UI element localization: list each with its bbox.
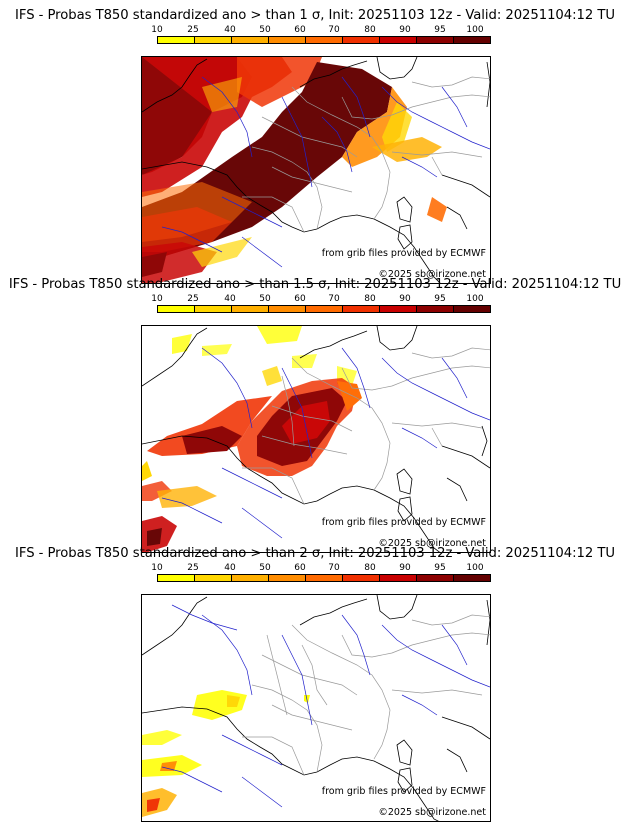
legend-label: 80 [364, 25, 376, 35]
rivers [161, 347, 490, 539]
forecast-panel-1.5sigma: IFS - Probas T850 standardized ano > tha… [0, 277, 630, 553]
legend-label: 40 [224, 563, 236, 573]
legend-label: 80 [364, 294, 376, 304]
colorbar-segment [380, 575, 417, 581]
colorbar-segment [269, 306, 306, 312]
probability-field [142, 690, 310, 817]
legend-label: 100 [466, 294, 484, 304]
legend-label: 90 [399, 563, 411, 573]
legend-label: 10 [151, 563, 163, 573]
colorbar-segments [157, 36, 491, 44]
colorbar-segment [269, 575, 306, 581]
colorbar-segment [195, 575, 232, 581]
colorbar-segment [158, 575, 195, 581]
legend-label: 100 [466, 25, 484, 35]
legend-label: 70 [328, 563, 340, 573]
country-borders [242, 614, 490, 776]
probability-colorbar: 10 25 40 50 60 70 80 90 95 100 [141, 294, 491, 320]
legend-label: 60 [294, 294, 306, 304]
colorbar-segment [417, 575, 454, 581]
copyright-credit: ©2025 sb@irizone.net [378, 538, 486, 549]
source-credit: from grib files provided by ECMWF [321, 248, 486, 259]
coastlines [142, 57, 490, 283]
probability-map: from grib files provided by ECMWF ©2025 … [141, 594, 491, 822]
probability-map: from grib files provided by ECMWF ©2025 … [141, 56, 491, 284]
colorbar-segment [232, 306, 269, 312]
legend-label: 10 [151, 25, 163, 35]
probability-colorbar: 10 25 40 50 60 70 80 90 95 100 [141, 563, 491, 589]
colorbar-segment [380, 306, 417, 312]
colorbar-segment [269, 37, 306, 43]
copyright-credit: ©2025 sb@irizone.net [378, 269, 486, 280]
colorbar-segment [417, 306, 454, 312]
legend-label: 90 [399, 294, 411, 304]
legend-label: 40 [224, 294, 236, 304]
colorbar-segment [417, 37, 454, 43]
panel-title: IFS - Probas T850 standardized ano > tha… [8, 277, 622, 292]
legend-label: 95 [434, 294, 446, 304]
probability-colorbar: 10 25 40 50 60 70 80 90 95 100 [141, 25, 491, 51]
colorbar-segment [158, 37, 195, 43]
colorbar-segment [195, 306, 232, 312]
legend-label: 100 [466, 563, 484, 573]
legend-label: 50 [259, 563, 271, 573]
colorbar-segment [454, 575, 490, 581]
copyright-credit: ©2025 sb@irizone.net [378, 807, 486, 818]
legend-label: 10 [151, 294, 163, 304]
country-borders [242, 347, 490, 505]
colorbar-segment [306, 306, 343, 312]
legend-label: 70 [328, 294, 340, 304]
legend-label: 25 [187, 294, 199, 304]
legend-label: 95 [434, 25, 446, 35]
colorbar-segment [343, 306, 380, 312]
legend-label: 25 [187, 563, 199, 573]
coastlines [142, 326, 490, 552]
colorbar-segment [195, 37, 232, 43]
legend-label: 60 [294, 563, 306, 573]
colorbar-segment [454, 37, 490, 43]
legend-label: 60 [294, 25, 306, 35]
colorbar-segments [157, 574, 491, 582]
legend-label: 25 [187, 25, 199, 35]
legend-label: 80 [364, 563, 376, 573]
colorbar-segment [343, 37, 380, 43]
rivers [161, 604, 490, 808]
colorbar-segment [232, 575, 269, 581]
legend-label: 95 [434, 563, 446, 573]
colorbar-segment [306, 37, 343, 43]
colorbar-segment [158, 306, 195, 312]
colorbar-segment [306, 575, 343, 581]
colorbar-segment [380, 37, 417, 43]
probability-field [142, 326, 362, 552]
panel-title: IFS - Probas T850 standardized ano > tha… [15, 8, 615, 23]
forecast-panel-1sigma: IFS - Probas T850 standardized ano > tha… [0, 8, 630, 284]
probability-field [142, 57, 447, 283]
probability-map: from grib files provided by ECMWF ©2025 … [141, 325, 491, 553]
colorbar-segment [454, 306, 490, 312]
legend-label: 50 [259, 25, 271, 35]
legend-label: 70 [328, 25, 340, 35]
legend-label: 90 [399, 25, 411, 35]
panel-title: IFS - Probas T850 standardized ano > tha… [15, 546, 615, 561]
legend-label: 50 [259, 294, 271, 304]
source-credit: from grib files provided by ECMWF [321, 786, 486, 797]
coastlines [142, 595, 490, 821]
rivers [161, 76, 490, 268]
colorbar-segment [232, 37, 269, 43]
country-borders [242, 76, 490, 233]
colorbar-segments [157, 305, 491, 313]
colorbar-segment [343, 575, 380, 581]
forecast-panel-2sigma: IFS - Probas T850 standardized ano > tha… [0, 546, 630, 822]
legend-label: 40 [224, 25, 236, 35]
source-credit: from grib files provided by ECMWF [321, 517, 486, 528]
